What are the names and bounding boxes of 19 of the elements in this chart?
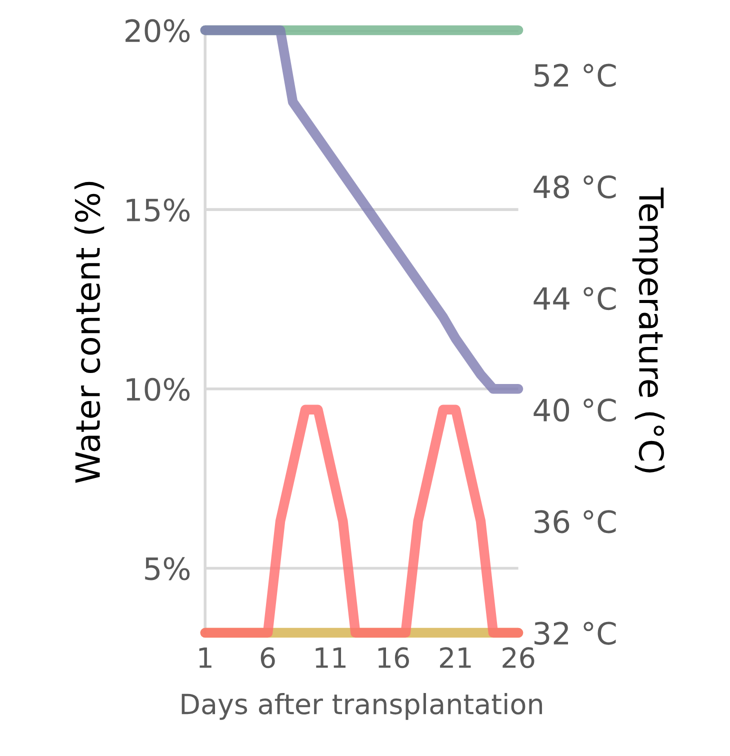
- x-tick-label: 16: [378, 647, 409, 668]
- y-tick-label: 10%: [126, 378, 190, 401]
- x-tick-label: 26: [502, 647, 534, 668]
- x-tick-label: 11: [316, 648, 346, 668]
- y-axis-title: Water content (%): [74, 182, 104, 483]
- x-tick-label: 21: [440, 647, 471, 668]
- x-tick-label: 6: [260, 647, 275, 668]
- y2-tick-label: 40 °C: [534, 398, 616, 422]
- y2-tick-label: 52 °C: [534, 64, 616, 87]
- y2-tick-label: 48 °C: [534, 175, 616, 198]
- y2-tick-label: 32 °C: [534, 622, 616, 645]
- y-tick-label: 5%: [145, 557, 190, 580]
- x-axis-title: Days after transplantation: [182, 692, 542, 720]
- y2-tick-label: 36 °C: [534, 510, 616, 534]
- x-tick-label: 1: [199, 648, 212, 668]
- y2-tick-label: 44 °C: [534, 286, 616, 310]
- y-tick-label: 20%: [126, 19, 190, 42]
- y2-axis-title: Temperature (°C): [632, 188, 665, 472]
- y-tick-label: 15%: [126, 198, 190, 222]
